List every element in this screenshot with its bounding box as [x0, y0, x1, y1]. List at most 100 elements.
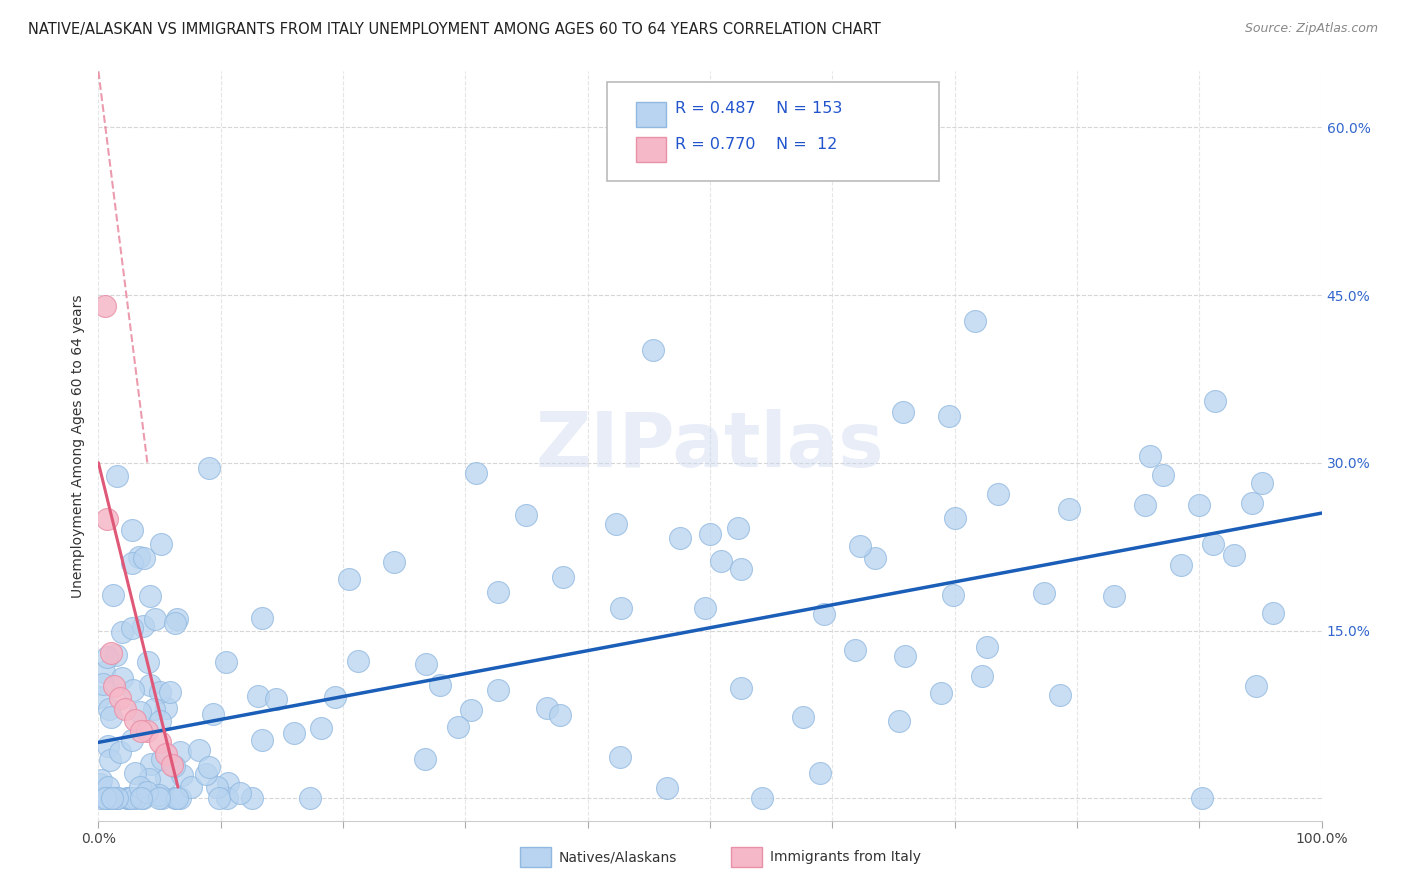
- Point: [100, 791, 122, 805]
- Point: [1102, 589, 1125, 603]
- Text: Natives/Alaskans: Natives/Alaskans: [558, 850, 676, 864]
- Point: [309, 721, 332, 735]
- Point: [132, 791, 155, 805]
- Point: [205, 780, 228, 794]
- Point: [101, 791, 124, 805]
- Point: [149, 685, 172, 699]
- Point: [250, 732, 273, 747]
- Point: [124, 713, 146, 727]
- Point: [98, 753, 121, 767]
- Point: [929, 686, 952, 700]
- Point: [155, 701, 177, 715]
- Point: [1191, 791, 1213, 805]
- Point: [155, 747, 177, 761]
- Point: [97, 739, 120, 753]
- Point: [150, 791, 173, 805]
- Point: [100, 709, 122, 723]
- Point: [553, 570, 575, 584]
- Point: [730, 562, 752, 576]
- Point: [90, 773, 112, 788]
- Point: [751, 791, 773, 805]
- Point: [972, 669, 994, 683]
- Point: [415, 657, 437, 671]
- Point: [515, 508, 537, 523]
- Point: [188, 743, 211, 757]
- Point: [217, 775, 239, 789]
- Point: [215, 655, 238, 669]
- Point: [115, 791, 138, 805]
- Text: Source: ZipAtlas.com: Source: ZipAtlas.com: [1244, 22, 1378, 36]
- Point: [121, 523, 143, 537]
- Point: [136, 655, 159, 669]
- Point: [1222, 549, 1244, 563]
- Point: [1201, 536, 1223, 550]
- Point: [486, 584, 509, 599]
- Point: [415, 752, 437, 766]
- Point: [891, 405, 914, 419]
- Point: [1263, 606, 1285, 620]
- Point: [938, 409, 960, 424]
- Point: [149, 714, 172, 728]
- Point: [813, 607, 835, 621]
- Point: [159, 685, 181, 699]
- Point: [325, 690, 347, 704]
- Point: [89, 777, 111, 791]
- Point: [110, 690, 132, 705]
- Point: [536, 701, 558, 715]
- Point: [134, 550, 156, 565]
- Point: [1033, 586, 1056, 600]
- Point: [699, 526, 721, 541]
- Point: [118, 791, 141, 805]
- Point: [148, 788, 170, 802]
- Point: [1133, 498, 1156, 512]
- Point: [101, 588, 124, 602]
- Point: [863, 550, 886, 565]
- Point: [808, 765, 831, 780]
- Point: [250, 610, 273, 624]
- Point: [139, 678, 162, 692]
- Point: [548, 708, 571, 723]
- Point: [605, 516, 627, 531]
- Point: [163, 759, 186, 773]
- Point: [792, 709, 814, 723]
- Point: [118, 791, 141, 805]
- Point: [121, 621, 143, 635]
- Point: [152, 751, 174, 765]
- Point: [942, 588, 965, 602]
- Point: [143, 612, 166, 626]
- Point: [166, 611, 188, 625]
- Point: [1250, 476, 1272, 491]
- Point: [121, 683, 143, 698]
- Point: [1049, 688, 1071, 702]
- Point: [132, 619, 155, 633]
- Point: [201, 707, 224, 722]
- Point: [283, 726, 305, 740]
- Point: [96, 649, 118, 664]
- Point: [1170, 558, 1192, 573]
- Point: [94, 791, 117, 805]
- Point: [727, 521, 749, 535]
- Point: [337, 572, 360, 586]
- Point: [148, 791, 170, 805]
- Point: [1204, 393, 1226, 408]
- Point: [121, 732, 143, 747]
- Point: [149, 735, 172, 749]
- Point: [160, 757, 183, 772]
- Point: [429, 678, 451, 692]
- Point: [93, 299, 115, 313]
- Point: [710, 553, 733, 567]
- Point: [198, 760, 221, 774]
- Point: [105, 468, 128, 483]
- Point: [136, 785, 159, 799]
- Point: [384, 555, 406, 569]
- Point: [669, 531, 692, 545]
- Point: [208, 791, 231, 805]
- Point: [114, 702, 136, 716]
- Point: [264, 692, 287, 706]
- Y-axis label: Unemployment Among Ages 60 to 64 years: Unemployment Among Ages 60 to 64 years: [70, 294, 84, 598]
- Point: [110, 625, 132, 640]
- Point: [93, 665, 115, 680]
- Point: [166, 791, 188, 805]
- Point: [97, 780, 120, 794]
- Point: [136, 724, 159, 739]
